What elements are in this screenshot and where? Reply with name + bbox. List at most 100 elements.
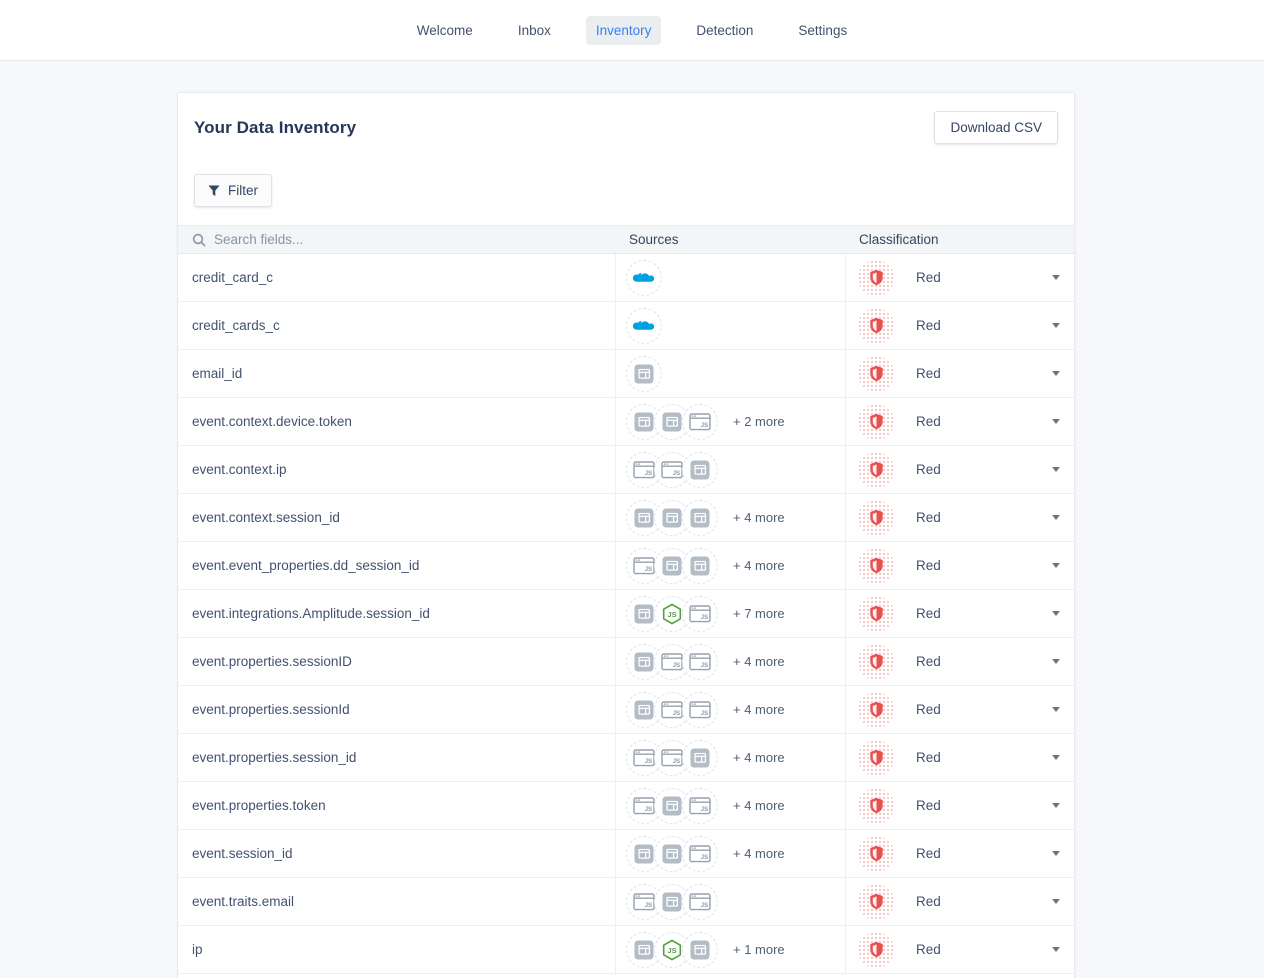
classification-shield-icon <box>858 403 894 440</box>
app-window-icon <box>682 547 718 584</box>
classification-shield-icon <box>858 691 894 728</box>
chevron-down-icon <box>1052 419 1060 424</box>
classification-value: Red <box>916 798 941 813</box>
classification-dropdown[interactable]: Red <box>845 638 1076 685</box>
field-name-cell: event.context.ip <box>192 462 287 477</box>
salesforce-icon <box>626 259 662 296</box>
more-sources-label: + 4 more <box>733 846 785 861</box>
more-sources-label: + 4 more <box>733 654 785 669</box>
column-header-classification: Classification <box>859 232 939 247</box>
sources-cell: JS JS + 4 more <box>615 782 845 829</box>
app-window-icon <box>682 931 718 968</box>
page-title: Your Data Inventory <box>194 117 357 137</box>
field-name-cell: ip <box>192 942 203 957</box>
sources-cell <box>615 254 845 301</box>
chevron-down-icon <box>1052 755 1060 760</box>
sources-cell: JS JS + 4 more <box>615 686 845 733</box>
classification-dropdown[interactable]: Red <box>845 542 1076 589</box>
table-row: credit_cards_c Red <box>178 302 1074 350</box>
classification-dropdown[interactable]: Red <box>845 398 1076 445</box>
svg-text:JS: JS <box>701 662 709 669</box>
table-row: event.session_id JS + 4 more Red <box>178 830 1074 878</box>
app-window-icon <box>626 355 662 392</box>
chevron-down-icon <box>1052 851 1060 856</box>
search-input[interactable] <box>214 232 574 247</box>
inventory-card: Your Data Inventory Download CSV Filter <box>177 92 1075 978</box>
classification-value: Red <box>916 942 941 957</box>
classification-dropdown[interactable]: Red <box>845 878 1076 925</box>
search-field-wrap <box>178 232 615 247</box>
sources-cell: JS JS + 7 more <box>615 590 845 637</box>
table-row: event.integrations.Amplitude.session_id J… <box>178 590 1074 638</box>
classification-dropdown[interactable]: Red <box>845 350 1076 397</box>
classification-shield-icon <box>858 883 894 920</box>
sources-cell: JS + 2 more <box>615 398 845 445</box>
app-window-icon <box>626 595 662 632</box>
svg-text:JS: JS <box>667 609 676 618</box>
classification-shield-icon <box>858 595 894 632</box>
javascript-browser-icon: JS <box>682 643 718 680</box>
nav-item-inbox[interactable]: Inbox <box>517 22 551 38</box>
javascript-browser-icon: JS <box>654 451 690 488</box>
classification-dropdown[interactable]: Red <box>845 782 1076 829</box>
table-row: event.context.ip JS JS Red <box>178 446 1074 494</box>
nav-item-detection[interactable]: Detection <box>696 22 754 38</box>
app-window-icon <box>682 451 718 488</box>
classification-value: Red <box>916 846 941 861</box>
table-row: event.traits.email JS JS Red <box>178 878 1074 926</box>
classification-dropdown[interactable]: Red <box>845 446 1076 493</box>
table-row: credit_card_c Red <box>178 254 1074 302</box>
sources-cell <box>615 350 845 397</box>
classification-value: Red <box>916 894 941 909</box>
table-body: credit_card_c Red credit_cards_c Red email_i… <box>178 254 1074 974</box>
chevron-down-icon <box>1052 563 1060 568</box>
svg-text:JS: JS <box>645 470 653 477</box>
classification-dropdown[interactable]: Red <box>845 926 1076 973</box>
classification-value: Red <box>916 558 941 573</box>
nav-item-settings[interactable]: Settings <box>798 22 848 38</box>
nav-item-inventory[interactable]: Inventory <box>585 15 662 45</box>
nav-item-welcome[interactable]: Welcome <box>416 22 473 38</box>
classification-shield-icon <box>858 643 894 680</box>
more-sources-label: + 2 more <box>733 414 785 429</box>
classification-value: Red <box>916 366 941 381</box>
javascript-browser-icon: JS <box>682 883 718 920</box>
classification-shield-icon <box>858 739 894 776</box>
chevron-down-icon <box>1052 515 1060 520</box>
sources-cell: JS JS + 4 more <box>615 734 845 781</box>
field-name-cell: event.traits.email <box>192 894 295 909</box>
classification-dropdown[interactable]: Red <box>845 686 1076 733</box>
more-sources-label: + 4 more <box>733 510 785 525</box>
classification-dropdown[interactable]: Red <box>845 302 1076 349</box>
top-nav: Welcome Inbox Inventory Detection Settings <box>0 0 1264 61</box>
chevron-down-icon <box>1052 323 1060 328</box>
app-window-icon <box>682 739 718 776</box>
app-window-icon <box>626 499 662 536</box>
svg-text:JS: JS <box>673 470 681 477</box>
chevron-down-icon <box>1052 707 1060 712</box>
table-row: event.context.session_id + 4 more Red <box>178 494 1074 542</box>
column-header-sources: Sources <box>629 232 679 247</box>
more-sources-label: + 1 more <box>733 942 785 957</box>
classification-dropdown[interactable]: Red <box>845 254 1076 301</box>
classification-shield-icon <box>858 451 894 488</box>
more-sources-label: + 7 more <box>733 606 785 621</box>
download-csv-button[interactable]: Download CSV <box>934 111 1058 144</box>
field-name-cell: event.properties.session_id <box>192 750 357 765</box>
classification-dropdown[interactable]: Red <box>845 590 1076 637</box>
classification-value: Red <box>916 654 941 669</box>
javascript-browser-icon: JS <box>682 403 718 440</box>
classification-dropdown[interactable]: Red <box>845 830 1076 877</box>
javascript-browser-icon: JS <box>682 787 718 824</box>
sources-cell: JS JS <box>615 446 845 493</box>
javascript-browser-icon: JS <box>682 595 718 632</box>
chevron-down-icon <box>1052 899 1060 904</box>
classification-shield-icon <box>858 787 894 824</box>
table-row: ip JS + 1 more Red <box>178 926 1074 974</box>
filter-button[interactable]: Filter <box>194 174 272 207</box>
classification-dropdown[interactable]: Red <box>845 734 1076 781</box>
classification-dropdown[interactable]: Red <box>845 494 1076 541</box>
chevron-down-icon <box>1052 611 1060 616</box>
download-csv-label: Download CSV <box>950 120 1042 135</box>
svg-text:JS: JS <box>645 902 653 909</box>
